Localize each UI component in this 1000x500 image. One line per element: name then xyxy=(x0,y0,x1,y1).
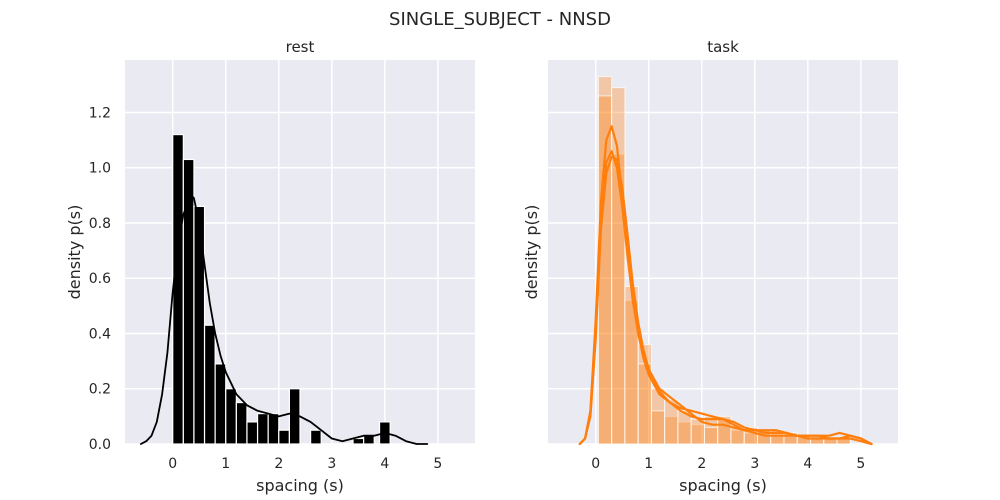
histogram-bar xyxy=(193,205,206,445)
histogram-bar xyxy=(310,429,322,445)
y-tick-label: 1.2 xyxy=(89,105,111,121)
x-tick-label: 0 xyxy=(168,456,177,472)
histogram-bar xyxy=(256,413,269,445)
x-tick-labels-rest: 0 1 2 3 4 5 xyxy=(168,456,442,472)
histogram-bars-task xyxy=(597,76,851,445)
y-axis-label-task: density p(s) xyxy=(522,205,541,300)
x-tick-label: 4 xyxy=(380,456,389,472)
y-axis-label-rest: density p(s) xyxy=(65,205,84,300)
histogram-bar xyxy=(278,429,290,445)
kde-curve-rest xyxy=(139,194,429,445)
kde-curves-task xyxy=(578,125,873,446)
x-axis-label-rest: spacing (s) xyxy=(256,476,344,495)
histogram-bar xyxy=(172,133,184,445)
kde-line xyxy=(578,155,873,446)
histogram-bar xyxy=(650,410,666,445)
y-tick-label: 1.0 xyxy=(89,161,111,177)
y-tick-labels-rest: 0.0 0.2 0.4 0.6 0.8 1.0 1.2 xyxy=(89,105,111,453)
y-tick-label: 0.0 xyxy=(89,437,111,453)
histogram-bar xyxy=(246,421,259,445)
plot-area-task xyxy=(548,60,898,444)
y-tick-label: 0.2 xyxy=(89,382,111,398)
x-tick-label: 2 xyxy=(697,456,706,472)
x-tick-label: 3 xyxy=(327,456,336,472)
x-tick-label: 2 xyxy=(274,456,283,472)
x-tick-label: 1 xyxy=(644,456,653,472)
histogram-bar xyxy=(703,426,719,445)
panel-title-task: task xyxy=(707,38,739,56)
kde-line xyxy=(578,150,873,446)
histogram-bar xyxy=(225,388,237,445)
histogram-bars-rest xyxy=(172,133,391,445)
x-tick-label: 3 xyxy=(750,456,759,472)
x-axis-label-task: spacing (s) xyxy=(679,476,767,495)
panel-task: 0 1 2 3 4 5 task spacing (s) density p(s) xyxy=(522,38,898,495)
x-tick-label: 5 xyxy=(433,456,442,472)
y-tick-label: 0.8 xyxy=(89,216,111,232)
histogram-bar xyxy=(363,435,375,445)
x-tick-label: 5 xyxy=(856,456,865,472)
x-tick-label: 0 xyxy=(591,456,600,472)
histogram-bar xyxy=(267,413,280,445)
x-tick-labels-task: 0 1 2 3 4 5 xyxy=(591,456,865,472)
kde-line xyxy=(139,194,429,445)
histogram-bar xyxy=(611,87,626,445)
histogram-bar xyxy=(235,401,248,445)
y-tick-label: 0.4 xyxy=(89,326,111,342)
histogram-bar xyxy=(203,324,216,445)
figure-title: SINGLE_SUBJECT - NNSD xyxy=(389,9,611,30)
histogram-bar xyxy=(352,437,365,445)
x-tick-label: 4 xyxy=(803,456,812,472)
panel-rest: 0 1 2 3 4 5 0.0 0.2 0.4 0.6 0.8 1.0 1.2 rest spacin… xyxy=(65,38,475,495)
gridlines-task xyxy=(548,60,898,445)
x-tick-label: 1 xyxy=(221,456,230,472)
panel-title-rest: rest xyxy=(286,38,315,56)
histogram-bar xyxy=(214,363,227,445)
y-tick-label: 0.6 xyxy=(89,271,111,287)
